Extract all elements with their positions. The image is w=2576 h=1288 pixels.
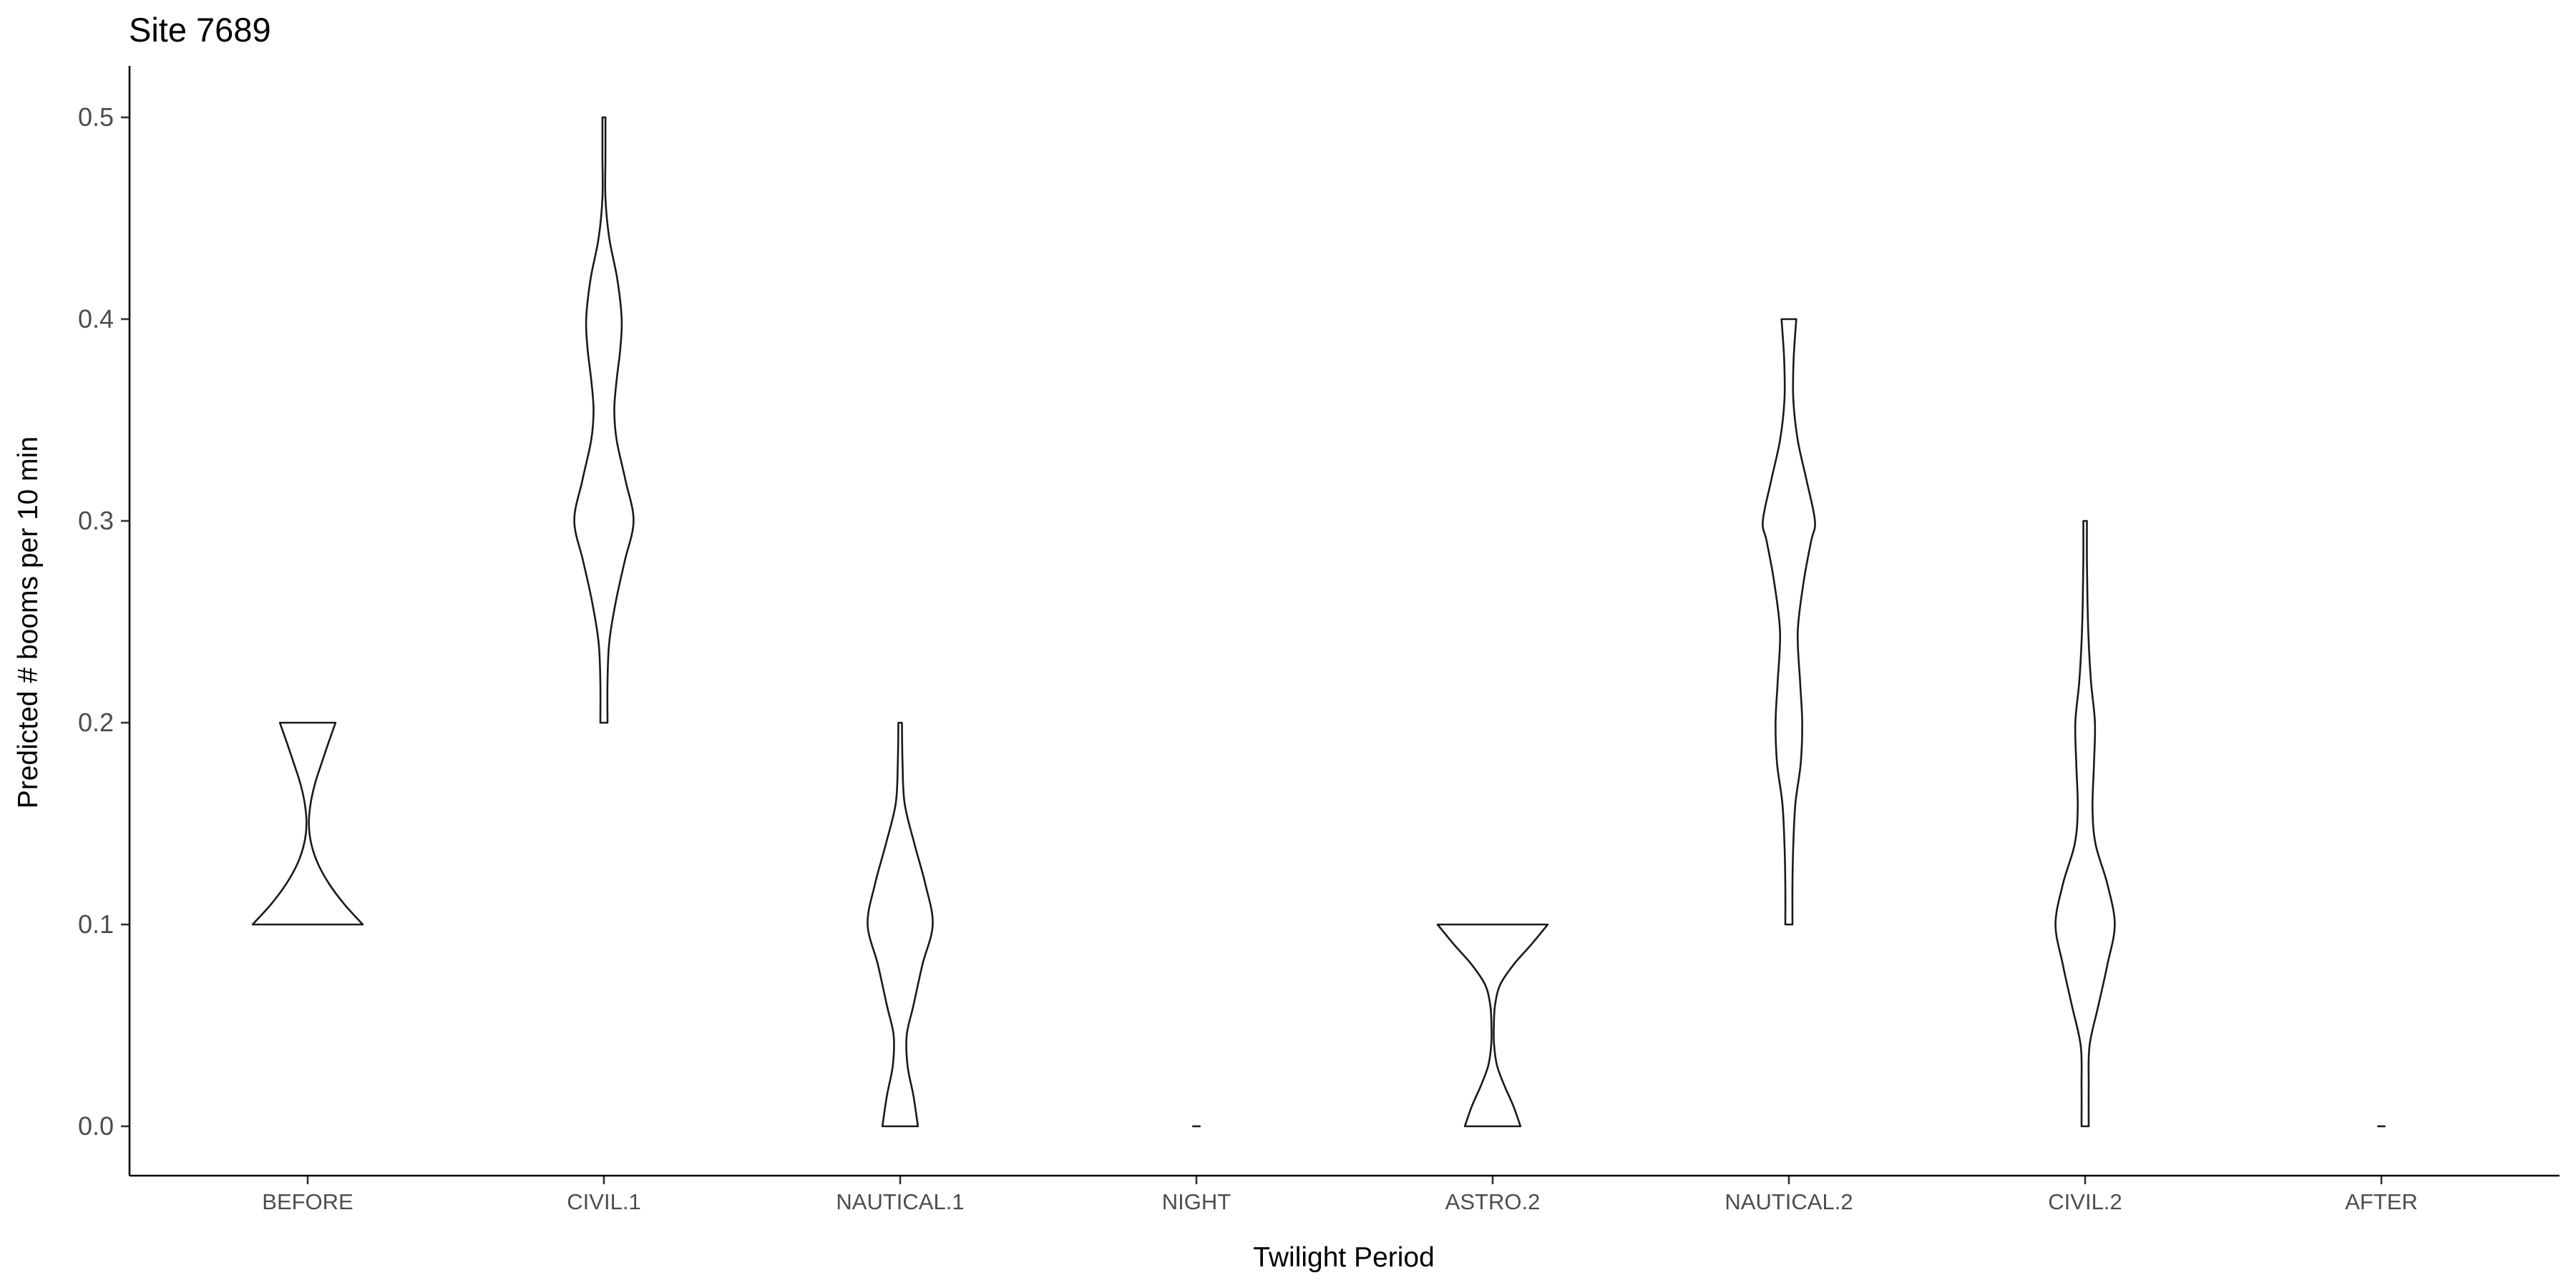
x-tick-label: NAUTICAL.1 [836, 1189, 964, 1214]
x-tick-label: CIVIL.2 [2048, 1189, 2122, 1214]
x-tick-label: NIGHT [1162, 1189, 1231, 1214]
violin-layer [251, 116, 2386, 1128]
x-tick-label: AFTER [2345, 1189, 2418, 1214]
violin-nautical-2 [1762, 318, 1816, 926]
y-tick-label: 0.5 [78, 102, 114, 132]
chart-title: Site 7689 [129, 11, 271, 49]
y-axis-ticks: 0.0 0.1 0.2 0.3 0.4 0.5 [78, 102, 130, 1141]
y-axis-title: Predicted # booms per 10 min [13, 436, 44, 809]
y-tick-label: 0.3 [78, 506, 114, 535]
violin-astro-2 [1436, 923, 1549, 1128]
violin-civil-2 [2054, 519, 2116, 1128]
violin-before [251, 721, 364, 926]
x-tick-label: BEFORE [262, 1189, 353, 1214]
x-tick-label: CIVIL.1 [567, 1189, 640, 1214]
x-tick-label: NAUTICAL.2 [1724, 1189, 1853, 1214]
x-axis-title: Twilight Period [1253, 1242, 1435, 1273]
x-tick-label: ASTRO.2 [1445, 1189, 1541, 1214]
y-tick-label: 0.4 [78, 304, 114, 333]
y-tick-label: 0.0 [78, 1111, 114, 1141]
violin-nautical-1 [867, 721, 934, 1128]
y-tick-label: 0.2 [78, 708, 114, 737]
violin-civil-1 [573, 116, 635, 724]
x-axis-ticks: BEFORE CIVIL.1 NAUTICAL.1 NIGHT ASTRO.2 NAUTI… [262, 1176, 2418, 1214]
y-tick-label: 0.1 [78, 909, 114, 939]
